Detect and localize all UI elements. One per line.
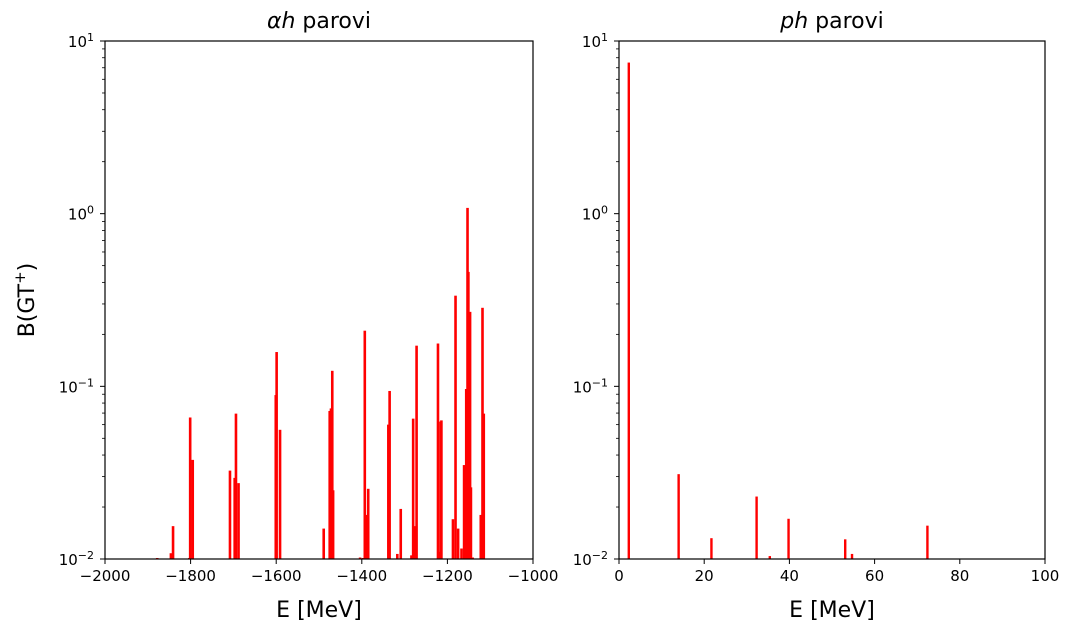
bar-alpha-h-35 [451, 519, 455, 559]
bar-alpha-h-34 [440, 420, 443, 559]
bar-alpha-h-8 [234, 413, 238, 559]
x-tick-label-ph-0: 0 [614, 567, 624, 585]
bar-alpha-h-1 [169, 553, 173, 559]
bar-alpha-h-39 [462, 465, 466, 559]
bar-alpha-h-28 [411, 418, 415, 559]
bar-ph-5 [787, 518, 790, 559]
bar-alpha-h-27 [410, 555, 413, 559]
bar-alpha-h-4 [188, 417, 192, 559]
bars-ph [627, 62, 929, 559]
bar-alpha-h-6 [228, 470, 232, 559]
bar-alpha-h-47 [471, 557, 474, 559]
y-tick-label-ph-1: 10−1 [573, 376, 608, 397]
x-tick-label-alpha-h-1: −1800 [165, 567, 216, 585]
bar-alpha-h-26 [399, 508, 403, 559]
axis-ticks-ph: 0 20 40 60 80 100 10−2 10−1 100 101 [573, 31, 1060, 586]
bar-alpha-h-48 [479, 514, 483, 559]
bar-alpha-h-2 [171, 526, 175, 559]
y-tick-label-alpha-h-3: 101 [68, 31, 94, 52]
bar-ph-2 [710, 538, 713, 559]
bar-alpha-h-12 [278, 429, 282, 559]
y-tick-label-ph-0: 10−2 [573, 549, 608, 570]
bar-alpha-h-31 [436, 343, 440, 559]
x-tick-label-ph-3: 60 [865, 567, 884, 585]
bar-alpha-h-24 [388, 390, 391, 559]
x-axis-label-alpha-h: E [MeV] [276, 598, 362, 623]
bar-alpha-h-13 [322, 528, 326, 559]
bar-ph-8 [926, 525, 929, 559]
plot-frame-ph [618, 40, 1046, 560]
title-ph-text: parovi [808, 9, 884, 34]
title-alpha-h: αh parovi [267, 9, 371, 34]
x-tick-label-alpha-h-3: −1400 [336, 567, 387, 585]
x-tick-label-alpha-h-0: −2000 [80, 567, 131, 585]
bar-alpha-h-37 [456, 528, 460, 559]
bar-alpha-h-16 [330, 370, 334, 559]
bar-alpha-h-18 [358, 557, 362, 559]
y-tick-label-alpha-h-0: 10−2 [59, 549, 94, 570]
y-axis-label: B(GT+) [11, 263, 40, 338]
bar-ph-3 [755, 496, 758, 559]
bar-alpha-h-36 [454, 295, 457, 559]
x-tick-label-ph-2: 40 [780, 567, 799, 585]
title-alpha-h-text: parovi [295, 9, 371, 34]
bar-alpha-h-25 [396, 553, 399, 559]
bar-alpha-h-30 [415, 345, 418, 559]
panel-ph: 0 20 40 60 80 100 10−2 10−1 100 101 ph parovi E [… [573, 9, 1060, 623]
bar-ph-7 [850, 553, 854, 559]
bar-alpha-h-20 [363, 330, 367, 559]
y-tick-label-ph-3: 101 [582, 31, 608, 52]
bar-alpha-h-50 [482, 413, 486, 559]
x-axis-label-ph: E [MeV] [789, 598, 875, 623]
title-alpha-h-symbol: αh [267, 9, 295, 34]
bar-alpha-h-29 [413, 526, 416, 559]
x-tick-label-alpha-h-4: −1200 [422, 567, 473, 585]
x-tick-label-ph-4: 80 [950, 567, 969, 585]
bar-alpha-h-45 [468, 311, 472, 559]
y-tick-label-ph-2: 100 [582, 203, 608, 224]
bar-alpha-h-38 [460, 548, 463, 559]
title-ph: ph parovi [779, 9, 884, 34]
bar-ph-6 [844, 539, 847, 559]
bars-alpha-h [155, 207, 486, 559]
bar-alpha-h-22 [366, 488, 370, 559]
axis-ticks-alpha-h: −2000 −1800 −1600 −1400 −1200 −1000 10−2 10−1 10… [59, 31, 559, 586]
x-tick-label-alpha-h-2: −1600 [251, 567, 302, 585]
bar-alpha-h-11 [275, 352, 278, 559]
plot-frame-alpha-h [104, 40, 534, 560]
x-tick-label-ph-5: 100 [1031, 567, 1060, 585]
bar-alpha-h-9 [237, 483, 240, 559]
bar-ph-4 [768, 556, 771, 559]
title-ph-symbol: ph [779, 9, 808, 34]
bar-alpha-h-46 [469, 487, 473, 559]
bar-ph-1 [677, 474, 680, 559]
x-tick-label-ph-1: 20 [695, 567, 714, 585]
x-tick-label-alpha-h-5: −1000 [508, 567, 559, 585]
bar-alpha-h-21 [365, 514, 368, 559]
bar-ph-0 [627, 62, 630, 559]
bar-alpha-h-17 [331, 490, 335, 559]
y-tick-label-alpha-h-2: 100 [68, 203, 94, 224]
y-tick-label-alpha-h-1: 10−1 [59, 376, 94, 397]
bar-alpha-h-5 [191, 459, 195, 559]
panel-alpha-h: −2000 −1800 −1600 −1400 −1200 −1000 10−2 10−1 10… [59, 9, 559, 623]
